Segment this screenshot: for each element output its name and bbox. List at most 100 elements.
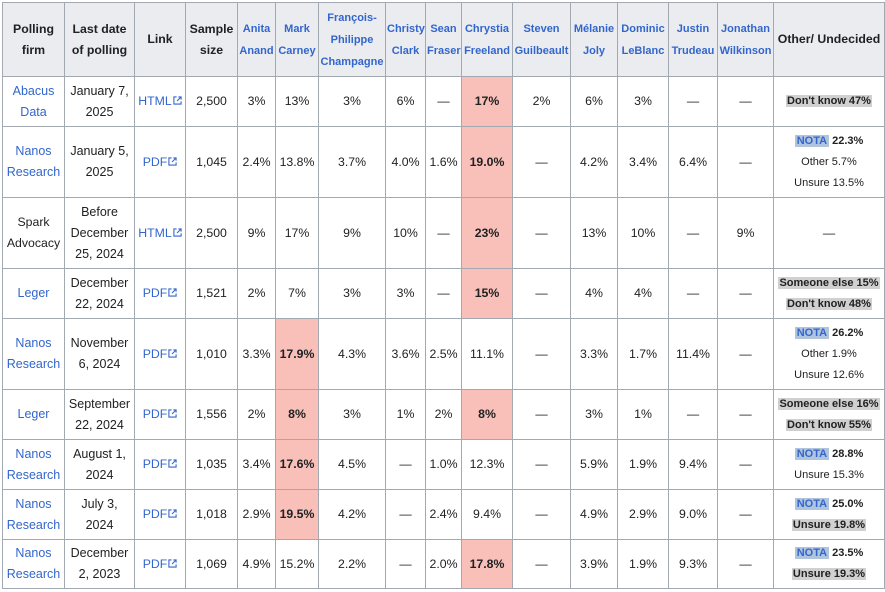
candidate-value: — bbox=[668, 389, 718, 440]
candidate-value: 11.1% bbox=[461, 318, 513, 390]
source-link-label: PDF bbox=[142, 457, 168, 471]
candidate-value: 1.0% bbox=[425, 439, 462, 490]
nota-entry: NOTA 23.5% bbox=[775, 543, 883, 564]
header-sample-size: Sample size bbox=[185, 2, 238, 77]
source-link-label: PDF bbox=[142, 286, 168, 300]
candidate-value: 17.6% bbox=[275, 439, 319, 490]
polling-firm-link[interactable]: Leger bbox=[17, 407, 50, 421]
candidate-value: — bbox=[425, 197, 462, 269]
source-link[interactable]: PDF bbox=[143, 155, 178, 169]
candidate-value: 3.6% bbox=[385, 318, 426, 390]
candidate-value: 2% bbox=[237, 389, 276, 440]
header-candidate-justin-trudeau[interactable]: Justin Trudeau bbox=[671, 22, 715, 57]
external-link-icon bbox=[173, 227, 182, 237]
other-entry: Someone else 16% bbox=[778, 397, 880, 410]
other-undecided: NOTA 22.3% Other 5.7% Unsure 13.5% bbox=[773, 126, 885, 198]
other-entry: — bbox=[822, 225, 836, 240]
candidate-value: 10% bbox=[617, 197, 669, 269]
polling-firm-link[interactable]: Leger bbox=[17, 286, 50, 300]
polling-firm-link[interactable]: Nanos Research bbox=[6, 144, 61, 179]
candidate-value: 9.0% bbox=[668, 489, 718, 540]
candidate-value: — bbox=[717, 126, 774, 198]
source-link[interactable]: HTML bbox=[138, 226, 182, 240]
poll-date: September 22, 2024 bbox=[64, 389, 135, 440]
sample-size: 1,556 bbox=[185, 389, 238, 440]
nota-value: 23.5% bbox=[832, 547, 864, 559]
header-last-date: Last date of polling bbox=[64, 2, 135, 77]
other-entry: Other 5.7% bbox=[801, 155, 857, 168]
source-link[interactable]: PDF bbox=[143, 507, 178, 521]
polling-firm: Spark Advocacy bbox=[2, 197, 65, 269]
header-candidate-chrystia-freeland[interactable]: Chrystia Freeland bbox=[464, 22, 510, 57]
polling-firm-link[interactable]: Nanos Research bbox=[6, 546, 61, 581]
source-link[interactable]: PDF bbox=[143, 407, 178, 421]
candidate-value: 3% bbox=[570, 389, 618, 440]
candidate-value: 3.9% bbox=[570, 539, 618, 589]
other-entry: Don't know 55% bbox=[786, 418, 872, 431]
candidate-value: 6.4% bbox=[668, 126, 718, 198]
polling-firm-link[interactable]: Nanos Research bbox=[6, 446, 61, 482]
header-candidate-francois-philippe-champagne[interactable]: François-Philippe Champagne bbox=[320, 11, 384, 68]
candidate-value: — bbox=[512, 318, 571, 390]
candidate-value: 7% bbox=[275, 268, 319, 319]
header-polling-firm: Polling firm bbox=[2, 2, 65, 77]
source-link[interactable]: PDF bbox=[143, 286, 178, 300]
other-undecided: NOTA 23.5% Unsure 19.3% bbox=[773, 539, 885, 589]
nota-entry: NOTA 25.0% bbox=[775, 494, 883, 515]
candidate-value: 2% bbox=[512, 76, 571, 127]
table-row: Nanos Research January 5, 2025 PDF 1,045 2.4… bbox=[2, 126, 885, 198]
candidate-value: 3% bbox=[318, 389, 386, 440]
candidate-value: — bbox=[512, 439, 571, 490]
other-undecided: Don't know 47% bbox=[773, 76, 885, 127]
external-link-icon bbox=[173, 96, 182, 105]
other-entry: Unsure 19.3% bbox=[791, 568, 867, 580]
candidate-value: 17% bbox=[275, 197, 319, 269]
source-link-label: PDF bbox=[142, 556, 168, 571]
header-candidate-melanie-joly[interactable]: Mélanie Joly bbox=[573, 22, 615, 57]
polling-firm-link[interactable]: Nanos Research bbox=[6, 496, 61, 532]
external-link-icon bbox=[168, 558, 177, 568]
poll-date: January 7, 2025 bbox=[64, 76, 135, 127]
header-candidate-sean-fraser[interactable]: Sean Fraser bbox=[427, 22, 461, 57]
candidate-value: 17.8% bbox=[461, 539, 513, 589]
polling-firm-link[interactable]: Nanos Research bbox=[6, 336, 61, 371]
candidate-value: 9.4% bbox=[668, 439, 718, 490]
source-link[interactable]: PDF bbox=[143, 557, 178, 571]
other-undecided: NOTA 26.2% Other 1.9% Unsure 12.6% bbox=[773, 318, 885, 390]
poll-date: January 5, 2025 bbox=[64, 126, 135, 198]
external-link-icon bbox=[168, 348, 177, 358]
table-row: Nanos Research July 3, 2024 PDF 1,018 2.9% 19… bbox=[2, 489, 885, 540]
candidate-value: — bbox=[717, 76, 774, 127]
candidate-value: 9.4% bbox=[461, 489, 513, 540]
header-candidate-anita-anand[interactable]: Anita Anand bbox=[239, 22, 274, 57]
poll-date: July 3, 2024 bbox=[64, 489, 135, 540]
candidate-value: 3.3% bbox=[570, 318, 618, 390]
header-candidate-steven-guilbeault[interactable]: Steven Guilbeault bbox=[514, 22, 569, 57]
candidate-value: 13.8% bbox=[275, 126, 319, 198]
nota-label: NOTA bbox=[794, 447, 830, 460]
candidate-value: 9% bbox=[717, 197, 774, 269]
header-candidate-dominic-leblanc[interactable]: Dominic LeBlanc bbox=[621, 22, 665, 57]
candidate-value: 5.9% bbox=[570, 439, 618, 490]
source-link[interactable]: HTML bbox=[138, 94, 182, 108]
header-candidate-christy-clark[interactable]: Christy Clark bbox=[387, 22, 425, 57]
candidate-value: 3.7% bbox=[318, 126, 386, 198]
source-link[interactable]: PDF bbox=[143, 347, 178, 361]
polling-firm-link[interactable]: Abacus Data bbox=[12, 83, 55, 119]
candidate-value: 6% bbox=[570, 76, 618, 127]
other-undecided: NOTA 25.0% Unsure 19.8% bbox=[773, 489, 885, 540]
external-link-icon bbox=[168, 409, 177, 418]
table-row: Leger December 22, 2024 PDF 1,521 2% 7% 3% 3% —1… bbox=[2, 268, 885, 319]
candidate-value: 2.4% bbox=[425, 489, 462, 540]
nota-value: 25.0% bbox=[832, 497, 864, 510]
nota-label: NOTA bbox=[794, 497, 830, 510]
external-link-icon bbox=[168, 459, 177, 468]
header-candidate-jonathan-wilkinson[interactable]: Jonathan Wilkinson bbox=[719, 22, 772, 57]
candidate-value: 2.9% bbox=[237, 489, 276, 540]
header-candidate-mark-carney[interactable]: Mark Carney bbox=[278, 22, 316, 57]
source-link[interactable]: PDF bbox=[143, 457, 178, 471]
nota-value: 26.2% bbox=[832, 326, 864, 339]
candidate-value: 19.5% bbox=[275, 489, 319, 540]
sample-size: 2,500 bbox=[185, 197, 238, 269]
source-link-label: HTML bbox=[138, 94, 172, 108]
